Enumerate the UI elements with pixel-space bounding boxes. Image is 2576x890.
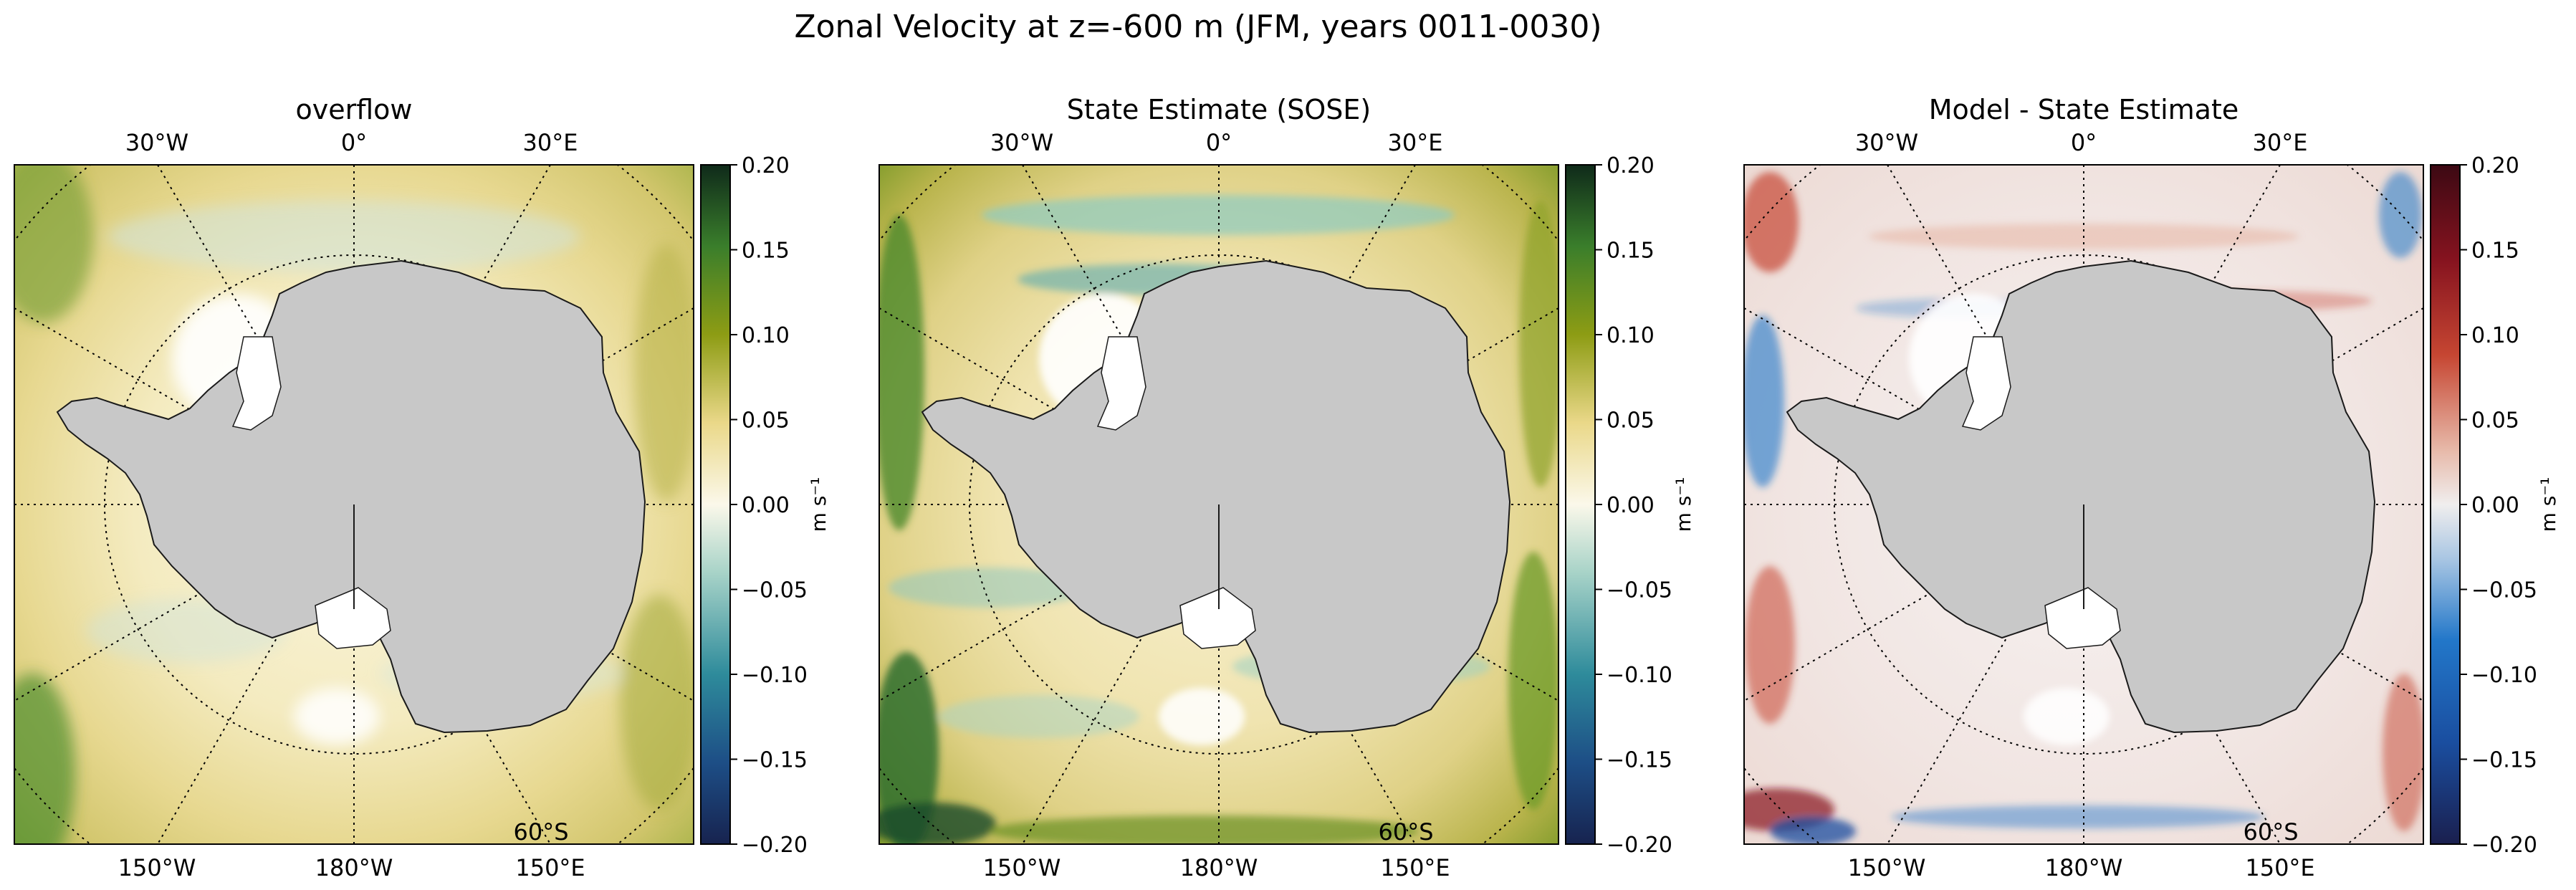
panel-model-minus-state-estimate: Model - State Estimate — [1743, 94, 2560, 881]
top-labels: 30°W 0° 30°E — [1855, 129, 2308, 156]
lat-label-60s: 60°S — [513, 818, 568, 846]
colorbar-tick-label: 0.10 — [1607, 323, 1655, 348]
map-frame — [878, 164, 1559, 845]
colorbar-tick-label: 0.15 — [742, 239, 790, 264]
colorbar-tick-label: −0.20 — [1607, 833, 1672, 858]
colorbar-label: m s⁻¹ — [1672, 477, 1695, 532]
colorbar: 0.20 0.15 0.10 0.05 0.00 −0.05 −0.10 −0.15 −0.20… — [2430, 153, 2560, 858]
map-frame — [14, 164, 694, 845]
colorbar-gradient — [2430, 164, 2461, 845]
colorbar-tick-label: −0.10 — [2471, 663, 2537, 688]
antarctica-land — [921, 259, 1511, 734]
antarctica-land — [1786, 259, 2376, 734]
lon-label-30w: 30°W — [1855, 129, 1918, 156]
colorbar-tick-label: 0.15 — [2471, 239, 2519, 264]
colorbar-tick-label: 0.10 — [742, 323, 790, 348]
lon-label-180w: 180°W — [1180, 854, 1258, 881]
colorbar-tick-label: 0.05 — [2471, 408, 2519, 434]
colorbar-tick-label: −0.10 — [1607, 663, 1672, 688]
lat-label-60s: 60°S — [1378, 818, 1433, 846]
colorbar-tick-label: −0.15 — [742, 748, 808, 773]
colorbar-label: m s⁻¹ — [807, 477, 830, 532]
colorbar-tick-label: 0.15 — [1607, 239, 1655, 264]
lon-label-150e: 150°E — [515, 854, 585, 881]
colorbar-gradient — [1565, 164, 1596, 845]
lon-label-180w: 180°W — [2045, 854, 2123, 881]
colorbar: 0.20 0.15 0.10 0.05 0.00 −0.05 −0.10 −0.15 −0.20… — [1565, 153, 1695, 858]
colorbar-tick-label: −0.20 — [742, 833, 808, 858]
bottom-labels: 150°W 180°W 150°E — [983, 854, 1450, 881]
colorbar-ticks: 0.20 0.15 0.10 0.05 0.00 −0.05 −0.10 −0.15 −0.20 — [1595, 153, 1672, 858]
velocity-features — [879, 195, 1558, 844]
colorbar-ticks: 0.20 0.15 0.10 0.05 0.00 −0.05 −0.10 −0.15 −0.20 — [2460, 153, 2537, 858]
lon-label-150w: 150°W — [118, 854, 196, 881]
colorbar: 0.20 0.15 0.10 0.05 0.00 −0.05 −0.10 −0.15 −0.20… — [700, 153, 830, 858]
colorbar-tick-label: −0.05 — [1607, 578, 1672, 603]
bottom-labels: 150°W 180°W 150°E — [1848, 854, 2315, 881]
lon-label-180w: 180°W — [315, 854, 393, 881]
map-frame — [1743, 164, 2424, 845]
lon-label-30e: 30°E — [2253, 129, 2308, 156]
panel-title: Model - State Estimate — [1929, 94, 2239, 125]
lat-label-60s: 60°S — [2243, 818, 2298, 846]
colorbar-tick-label: 0.05 — [1607, 408, 1655, 434]
colorbar-tick-label: 0.20 — [742, 153, 790, 178]
colorbar-label: m s⁻¹ — [2537, 477, 2560, 532]
lon-label-0: 0° — [1206, 129, 1232, 156]
colorbar-tick-label: −0.05 — [742, 578, 808, 603]
colorbar-tick-label: 0.10 — [2471, 323, 2519, 348]
lon-label-150w: 150°W — [983, 854, 1061, 881]
colorbar-tick-label: −0.20 — [2471, 833, 2537, 858]
lon-label-0: 0° — [341, 129, 367, 156]
lon-label-150e: 150°E — [2245, 854, 2314, 881]
lon-label-150e: 150°E — [1380, 854, 1450, 881]
colorbar-tick-label: 0.20 — [1607, 153, 1655, 178]
colorbar-ticks: 0.20 0.15 0.10 0.05 0.00 −0.05 −0.10 −0.15 −0.20 — [730, 153, 808, 858]
colorbar-tick-label: −0.15 — [1607, 748, 1672, 773]
lon-label-150w: 150°W — [1848, 854, 1926, 881]
lon-label-30e: 30°E — [523, 129, 578, 156]
panel-overflow: overflow — [14, 94, 830, 881]
colorbar-tick-label: −0.15 — [2471, 748, 2537, 773]
lon-label-30w: 30°W — [990, 129, 1053, 156]
colorbar-tick-label: 0.05 — [742, 408, 790, 434]
lon-label-0: 0° — [2071, 129, 2097, 156]
figure-suptitle: Zonal Velocity at z=-600 m (JFM, years 0… — [794, 9, 1601, 45]
panel-title: State Estimate (SOSE) — [1067, 94, 1371, 125]
lon-label-30e: 30°E — [1388, 129, 1443, 156]
colorbar-tick-label: 0.00 — [742, 493, 790, 518]
panel-state-estimate: State Estimate (SOSE) — [878, 94, 1695, 881]
top-labels: 30°W 0° 30°E — [990, 129, 1443, 156]
panel-title: overflow — [295, 94, 412, 125]
colorbar-tick-label: −0.05 — [2471, 578, 2537, 603]
colorbar-tick-label: 0.00 — [2471, 493, 2519, 518]
antarctica-land — [56, 259, 646, 734]
colorbar-tick-label: 0.20 — [2471, 153, 2519, 178]
bottom-labels: 150°W 180°W 150°E — [118, 854, 585, 881]
top-labels: 30°W 0° 30°E — [125, 129, 578, 156]
colorbar-tick-label: 0.00 — [1607, 493, 1655, 518]
colorbar-tick-label: −0.10 — [742, 663, 808, 688]
lon-label-30w: 30°W — [125, 129, 188, 156]
colorbar-gradient — [700, 164, 731, 845]
